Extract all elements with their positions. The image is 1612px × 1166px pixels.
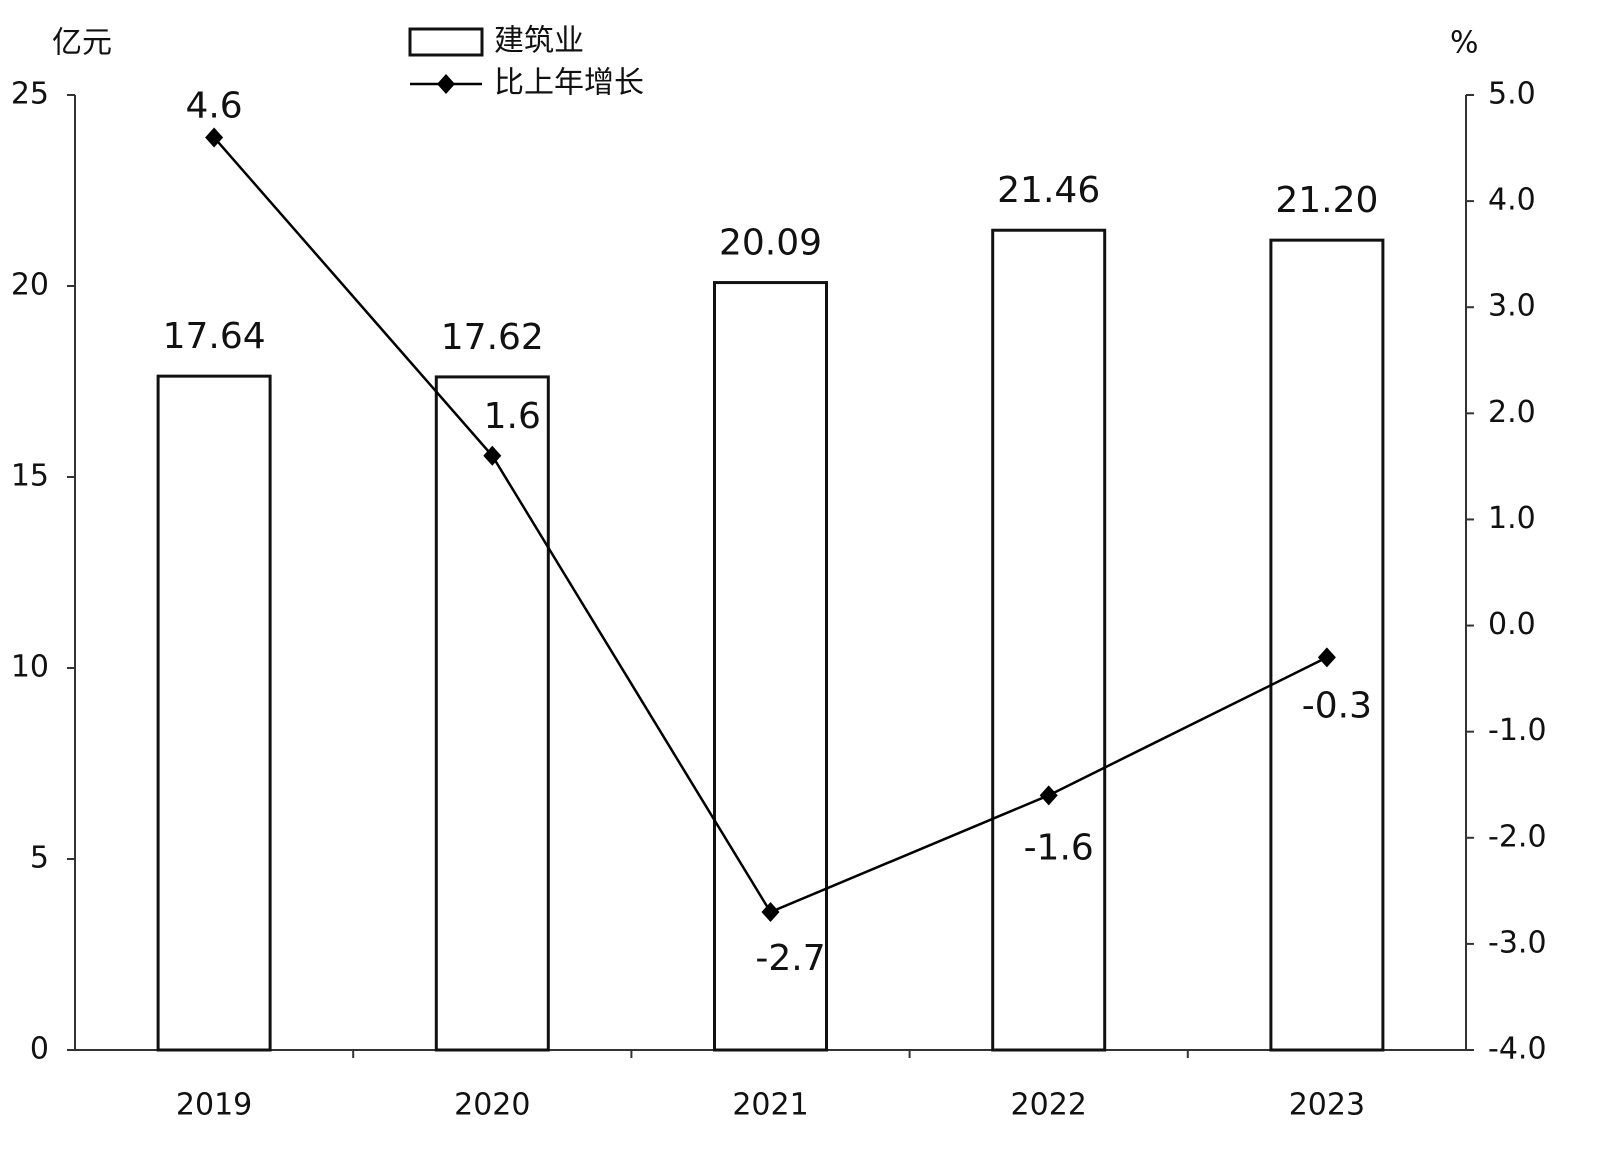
bar-value-label: 21.46: [997, 170, 1100, 211]
y-tick-label: 20: [11, 268, 49, 303]
line-value-label: -2.7: [755, 938, 825, 979]
y-tick-label: 15: [11, 459, 49, 494]
x-tick-label: 2021: [732, 1088, 808, 1123]
bar-value-label: 20.09: [719, 223, 822, 264]
bar: [156, 374, 272, 1052]
bar-value-label: 17.64: [163, 316, 266, 357]
y2-tick-label: 0.0: [1488, 607, 1536, 642]
y-tick-label: 10: [11, 650, 49, 685]
y-tick-label: 0: [30, 1032, 49, 1067]
line-marker: [205, 127, 224, 148]
y2-axis-label: %: [1450, 26, 1479, 61]
line-marker: [483, 445, 502, 466]
line-value-label: -0.3: [1302, 685, 1372, 726]
y-tick-label: 25: [11, 77, 49, 112]
line-marker: [1039, 785, 1058, 806]
y2-tick-label: 4.0: [1488, 183, 1536, 218]
y-axis-label: 亿元: [52, 26, 112, 61]
line-value-label: -1.6: [1024, 827, 1094, 868]
y2-tick-label: -2.0: [1488, 819, 1547, 854]
bar: [713, 281, 828, 1052]
y2-tick-label: 3.0: [1488, 289, 1536, 324]
legend-label: 比上年增长: [494, 66, 644, 101]
y2-tick-label: 1.0: [1488, 501, 1536, 536]
bar-value-label: 21.20: [1275, 180, 1378, 221]
x-tick-label: 2023: [1289, 1088, 1365, 1123]
legend-marker: [437, 74, 455, 94]
x-tick-label: 2022: [1011, 1088, 1087, 1123]
y2-tick-label: -3.0: [1488, 925, 1547, 960]
bar: [434, 375, 550, 1052]
y2-tick-label: -1.0: [1488, 713, 1547, 748]
y2-tick-label: 2.0: [1488, 395, 1536, 430]
x-tick-label: 2020: [454, 1088, 530, 1123]
line-marker: [761, 902, 780, 923]
bar: [1269, 238, 1385, 1052]
line-value-label: 4.6: [185, 85, 242, 126]
legend-swatch: [408, 27, 484, 57]
line-value-label: 1.6: [484, 396, 541, 437]
bar-value-label: 17.62: [441, 317, 544, 358]
bar: [991, 228, 1107, 1052]
x-tick-label: 2019: [176, 1088, 252, 1123]
line-marker: [1317, 647, 1336, 668]
y2-tick-label: 5.0: [1488, 77, 1536, 112]
y-tick-label: 5: [30, 841, 49, 876]
y2-tick-label: -4.0: [1488, 1032, 1547, 1067]
legend-label: 建筑业: [494, 24, 584, 59]
